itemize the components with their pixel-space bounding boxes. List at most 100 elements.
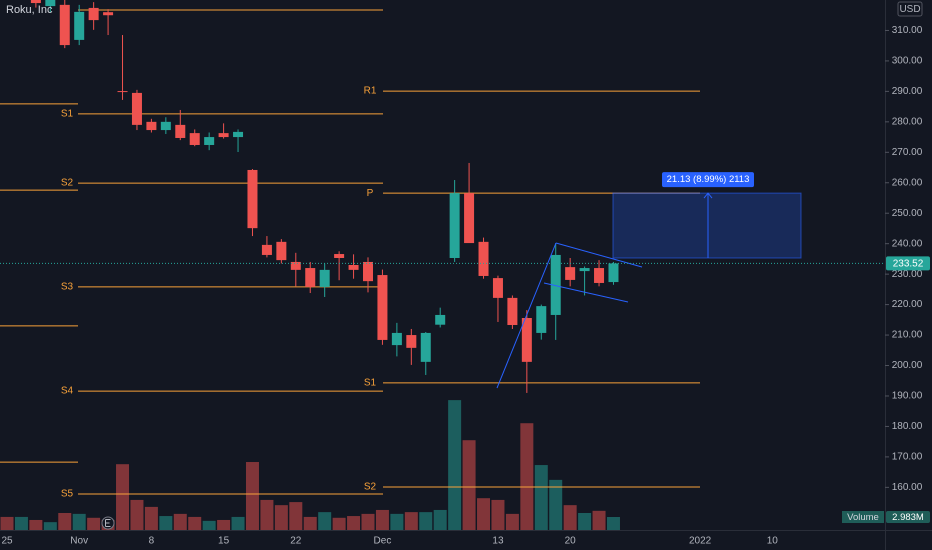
candle-body — [59, 4, 70, 46]
x-tick-label: 20 — [565, 536, 577, 547]
volume-bar — [578, 513, 592, 530]
candle-body — [550, 254, 561, 315]
candle-body — [146, 121, 157, 131]
x-tick-label: 10 — [767, 536, 779, 547]
y-tick-label: 290.00 — [892, 86, 923, 97]
candle-body — [507, 297, 518, 326]
y-tick-label: 230.00 — [892, 269, 923, 280]
volume-bar — [520, 423, 534, 530]
volume-name: Volume — [847, 512, 879, 523]
pivot-label: S1 — [364, 378, 377, 389]
y-tick-label: 310.00 — [892, 25, 923, 36]
volume-bar — [448, 400, 462, 530]
earnings-icon[interactable] — [101, 516, 115, 530]
symbol-title: Roku, Inc — [6, 4, 53, 16]
last-price-tag — [886, 256, 930, 271]
volume-bar — [606, 516, 620, 530]
volume-bar — [390, 513, 404, 530]
candle-body — [608, 263, 619, 283]
volume-bar — [188, 516, 202, 530]
volume-bar — [289, 502, 303, 530]
y-tick-label: 280.00 — [892, 116, 923, 127]
currency-box[interactable] — [897, 1, 923, 17]
volume-bar — [505, 513, 519, 530]
candle-body — [88, 7, 99, 21]
volume-bar — [260, 499, 274, 530]
volume-bar — [534, 465, 548, 530]
y-tick-label: 210.00 — [892, 330, 923, 341]
candle-body — [478, 241, 489, 276]
volume-bar — [14, 516, 28, 530]
candle-body — [233, 131, 244, 138]
candle-body — [290, 261, 301, 270]
candle-body — [218, 133, 229, 138]
y-tick-label: 170.00 — [892, 452, 923, 463]
y-tick-label: 180.00 — [892, 421, 923, 432]
volume-bar — [332, 517, 346, 530]
candle-body — [521, 318, 532, 362]
volume-bar — [202, 520, 216, 530]
candle-body — [579, 268, 590, 272]
volume-bar — [404, 512, 418, 530]
volume-bar — [347, 516, 361, 530]
volume-value-tag — [886, 510, 930, 523]
volume-bar — [245, 462, 259, 530]
candle-body — [74, 11, 85, 40]
pivot-label: S3 — [61, 282, 74, 293]
candle-body — [45, 0, 56, 7]
flag-lower-line — [543, 282, 629, 303]
candle-body — [30, 0, 41, 4]
y-tick-label: 240.00 — [892, 238, 923, 249]
candle-body — [406, 335, 417, 348]
volume-bar — [217, 519, 231, 530]
candle-body — [594, 268, 605, 283]
candle-body — [319, 269, 330, 287]
candle-layer — [30, 0, 619, 393]
measure-arrowhead — [703, 192, 713, 199]
y-tick-label: 160.00 — [892, 482, 923, 493]
volume-bar — [116, 464, 130, 530]
y-tick-label: 270.00 — [892, 147, 923, 158]
candle-body — [449, 193, 460, 258]
axis-layer: 160.00 170.00 180.00 190.00 200.00 210.00 220.… — [1, 25, 922, 547]
candle-body — [348, 265, 359, 270]
y-tick-label: 200.00 — [892, 360, 923, 371]
volume-bar — [130, 499, 144, 530]
candle-body — [334, 254, 345, 258]
volume-bar — [29, 519, 43, 530]
volume-value-label: 2.983M — [892, 512, 924, 523]
measure-label: 21.13 (8.99%) 2113 — [667, 174, 750, 185]
candle-body — [261, 244, 272, 255]
volume-bar — [43, 522, 57, 530]
volume-bar — [592, 510, 606, 530]
candle-body — [160, 121, 171, 131]
pivot-label: S1 — [61, 109, 74, 120]
volume-bar — [72, 513, 86, 530]
volume-bar — [462, 440, 476, 530]
volume-bar — [231, 516, 245, 530]
y-tick-label: 250.00 — [892, 208, 923, 219]
volume-bar — [477, 498, 491, 530]
candle-body — [536, 306, 547, 333]
flag-pole — [496, 242, 557, 389]
volume-bar — [274, 505, 288, 530]
candle-body — [305, 268, 316, 287]
volume-name-tag — [842, 510, 884, 523]
pivot-label: S5 — [61, 489, 74, 500]
x-tick-label: 15 — [218, 536, 230, 547]
x-tick-label: 22 — [290, 536, 302, 547]
candle-body — [276, 241, 287, 261]
candle-body — [175, 124, 186, 138]
pivot-label: R1 — [364, 86, 377, 97]
volume-layer — [0, 400, 620, 530]
drawing-layer — [0, 192, 885, 389]
y-tick-label: 260.00 — [892, 177, 923, 188]
last-price-label: 233.52 — [893, 259, 924, 270]
volume-bar — [419, 512, 433, 530]
volume-bar — [375, 509, 389, 530]
pivot-label: S2 — [364, 482, 377, 493]
y-tick-label: 190.00 — [892, 391, 923, 402]
x-tick-label: 8 — [149, 536, 155, 547]
y-tick-label: 300.00 — [892, 56, 923, 67]
